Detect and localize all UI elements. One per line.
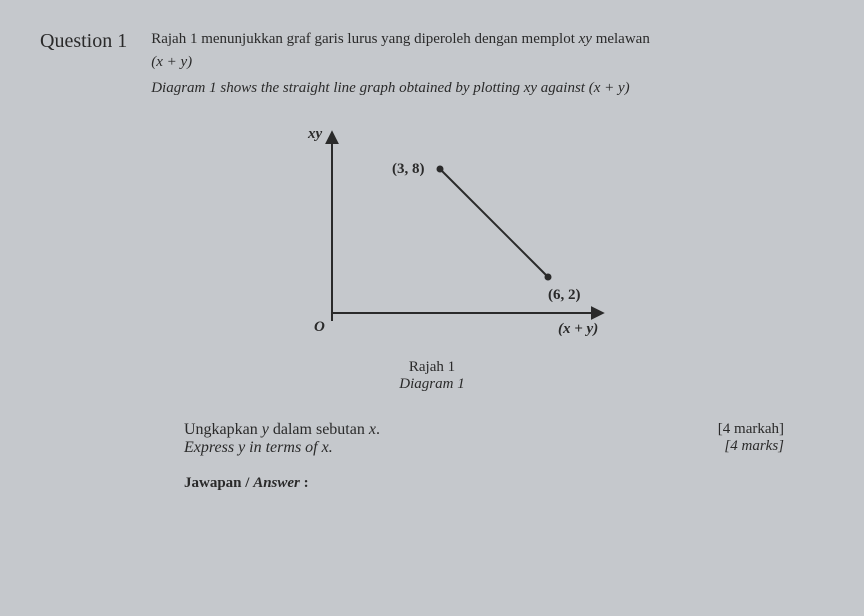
caption-ms: Rajah 1 bbox=[40, 359, 824, 376]
q-line2-var: (x + y) bbox=[151, 54, 192, 70]
answer-label-text: Jawapan / bbox=[184, 475, 253, 491]
answer-label-colon: : bbox=[300, 475, 309, 491]
svg-text:(x + y): (x + y) bbox=[558, 321, 598, 337]
express-ms-y: y bbox=[262, 421, 269, 438]
caption-en: Diagram 1 bbox=[40, 376, 824, 393]
q-line1-text-a: Rajah 1 menunjukkan graf garis lurus yan… bbox=[151, 31, 578, 47]
express-ms: Ungkapkan y dalam sebutan x. bbox=[184, 421, 380, 439]
q-line1-var1: xy bbox=[579, 31, 592, 47]
q-line1-text-b: melawan bbox=[592, 31, 650, 47]
svg-text:xy: xy bbox=[307, 126, 323, 142]
express-row: Ungkapkan y dalam sebutan x. Express y i… bbox=[40, 421, 824, 457]
diagram-caption: Rajah 1 Diagram 1 bbox=[40, 359, 824, 393]
graph-svg: (3, 8) (6, 2) xy (x + y) O bbox=[242, 118, 622, 348]
q-line3-var: (x + y) bbox=[589, 80, 630, 96]
question-row: Question 1 Rajah 1 menunjukkan graf gari… bbox=[40, 28, 824, 100]
diagram-area: (3, 8) (6, 2) xy (x + y) O Rajah 1 Diagram 1 bbox=[40, 118, 824, 393]
question-line1: Rajah 1 menunjukkan graf garis lurus yan… bbox=[151, 28, 824, 51]
svg-text:O: O bbox=[314, 319, 325, 335]
q-line3-text: Diagram 1 shows the straight line graph … bbox=[151, 80, 589, 96]
marks-en: [4 marks] bbox=[718, 438, 784, 455]
answer-label: Jawapan / Answer : bbox=[40, 475, 824, 492]
question-line2: (x + y) bbox=[151, 51, 824, 74]
question-label: Question 1 bbox=[40, 28, 127, 53]
marks: [4 markah] [4 marks] bbox=[718, 421, 784, 455]
question-body: Rajah 1 menunjukkan graf garis lurus yan… bbox=[151, 28, 824, 100]
express-ms-x: x bbox=[369, 421, 376, 438]
express-ms-a: Ungkapkan bbox=[184, 421, 262, 438]
express-ms-c: . bbox=[376, 421, 380, 438]
diagram: (3, 8) (6, 2) xy (x + y) O bbox=[242, 118, 622, 353]
page: Question 1 Rajah 1 menunjukkan graf gari… bbox=[0, 0, 864, 616]
answer-label-en: Answer bbox=[253, 475, 300, 491]
svg-text:(3, 8): (3, 8) bbox=[392, 161, 425, 177]
marks-ms: [4 markah] bbox=[718, 421, 784, 438]
svg-text:(6, 2): (6, 2) bbox=[548, 287, 581, 303]
express-ms-b: dalam sebutan bbox=[269, 421, 369, 438]
express-en: Express y in terms of x. bbox=[184, 439, 380, 457]
express-text: Ungkapkan y dalam sebutan x. Express y i… bbox=[184, 421, 380, 457]
question-line3: Diagram 1 shows the straight line graph … bbox=[151, 77, 824, 100]
